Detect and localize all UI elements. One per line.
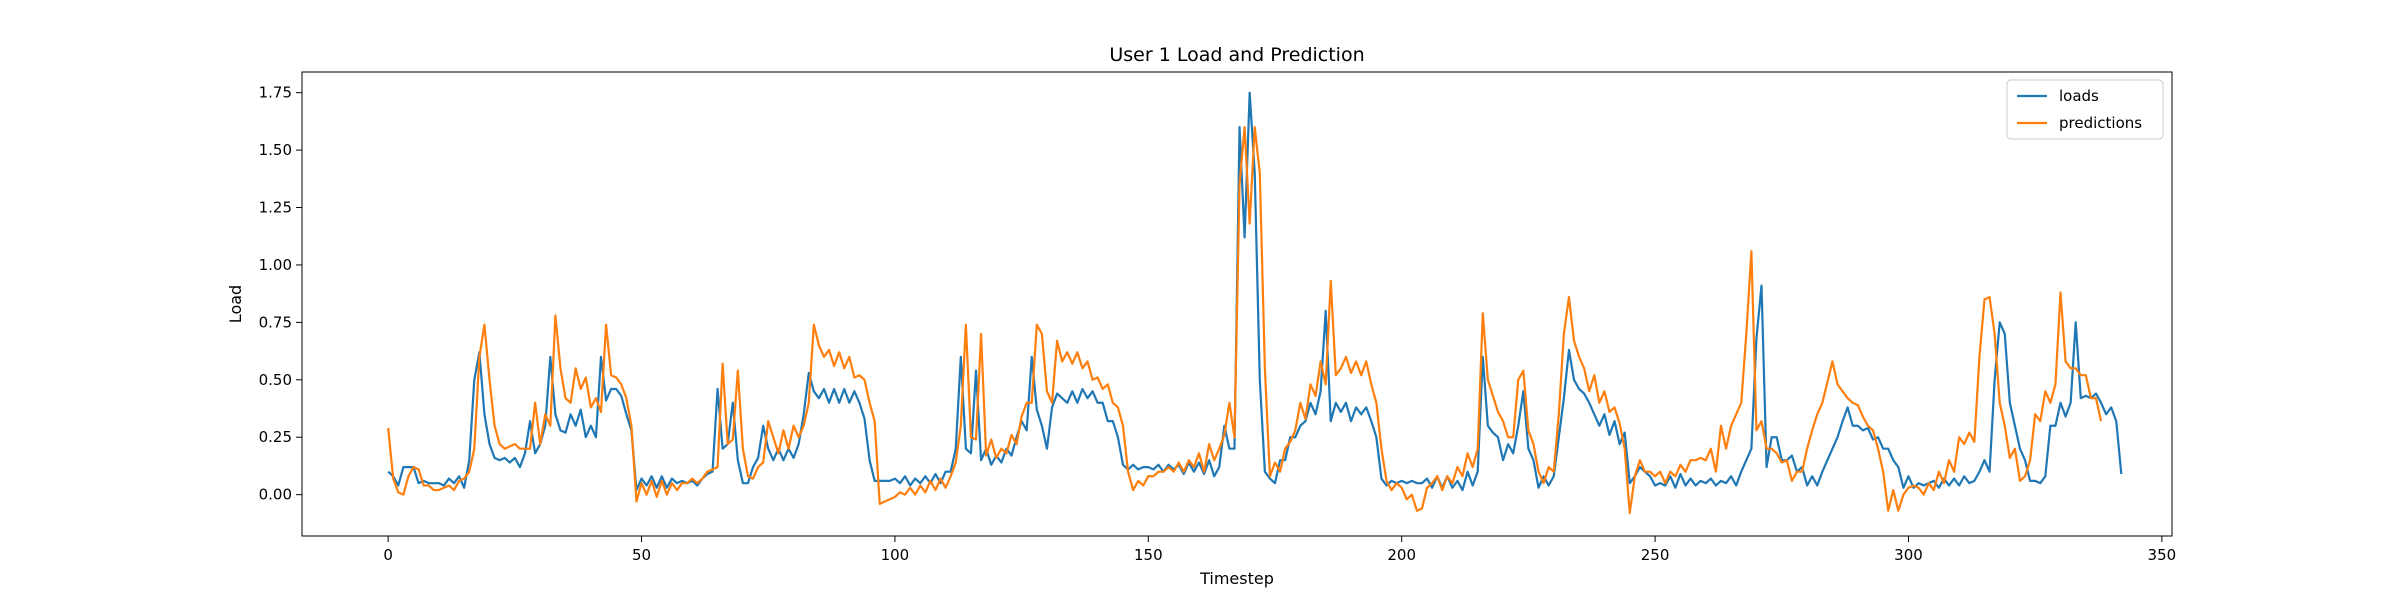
- x-tick-label: 50: [632, 546, 651, 564]
- plot-area-frame: [301, 71, 2173, 537]
- y-tick-label: 1.00: [259, 256, 292, 274]
- y-axis-label: Load: [226, 285, 245, 323]
- y-tick-label: 0.50: [259, 371, 292, 389]
- y-tick-label: 0.25: [259, 428, 292, 446]
- x-tick-label: 0: [383, 546, 393, 564]
- x-tick-label: 150: [1134, 546, 1163, 564]
- legend-label-loads: loads: [2059, 87, 2099, 105]
- x-tick-label: 350: [2148, 546, 2177, 564]
- y-tick-label: 1.25: [259, 199, 292, 217]
- x-tick-label: 200: [1387, 546, 1416, 564]
- x-tick-label: 250: [1641, 546, 1670, 564]
- y-tick-label: 1.75: [259, 84, 292, 102]
- y-tick-label: 1.50: [259, 141, 292, 159]
- legend-label-predictions: predictions: [2059, 114, 2142, 132]
- x-tick-label: 300: [1894, 546, 1923, 564]
- series-lines: [387, 91, 2123, 515]
- x-axis-label: Timestep: [1199, 569, 1274, 588]
- axis-ticks: 0 50 100 150 200 250 300 350 0.00 0.25 0.50 0.75 1.0…: [259, 84, 2177, 564]
- series-line-loads: [387, 91, 2123, 492]
- series-line-predictions: [387, 126, 2103, 515]
- x-tick-label: 100: [881, 546, 910, 564]
- y-tick-label: 0.00: [259, 486, 292, 504]
- legend-box: [2006, 79, 2164, 140]
- chart-title: User 1 Load and Prediction: [1109, 44, 1364, 66]
- y-tick-label: 0.75: [259, 313, 292, 331]
- legend: loads predictions: [2006, 79, 2164, 140]
